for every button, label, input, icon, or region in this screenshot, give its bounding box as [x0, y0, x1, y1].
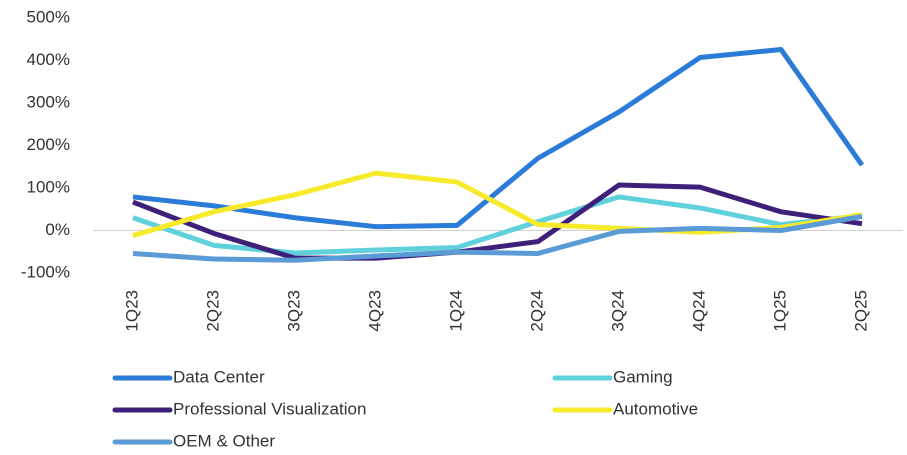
legend-label: Gaming — [613, 367, 673, 386]
x-tick-label: 2Q25 — [851, 290, 870, 332]
y-tick-label: 300% — [27, 92, 70, 111]
x-tick-label: 3Q24 — [608, 290, 627, 332]
x-tick-label: 4Q24 — [689, 290, 708, 332]
legend-label: Automotive — [613, 399, 698, 418]
series-line — [132, 194, 863, 256]
y-tick-label: 200% — [27, 135, 70, 154]
x-tick-label: 1Q25 — [770, 290, 789, 332]
series-line — [132, 182, 863, 261]
x-tick-label: 3Q23 — [284, 290, 303, 332]
x-tick-label: 1Q23 — [122, 290, 141, 332]
x-tick-label: 1Q24 — [446, 290, 465, 332]
x-tick-label: 4Q23 — [365, 290, 384, 332]
y-tick-label: 400% — [27, 50, 70, 69]
y-tick-label: 0% — [45, 220, 70, 239]
y-tick-label: 100% — [27, 177, 70, 196]
y-tick-label: -100% — [21, 262, 70, 281]
x-tick-label: 2Q24 — [527, 290, 546, 332]
legend-label: Data Center — [173, 367, 265, 386]
x-tick-label: 2Q23 — [203, 290, 222, 332]
legend-label: Professional Visualization — [173, 399, 366, 418]
series-line — [132, 214, 863, 263]
legend-label: OEM & Other — [173, 431, 275, 450]
series-line — [132, 46, 865, 230]
y-tick-label: 500% — [27, 7, 70, 26]
